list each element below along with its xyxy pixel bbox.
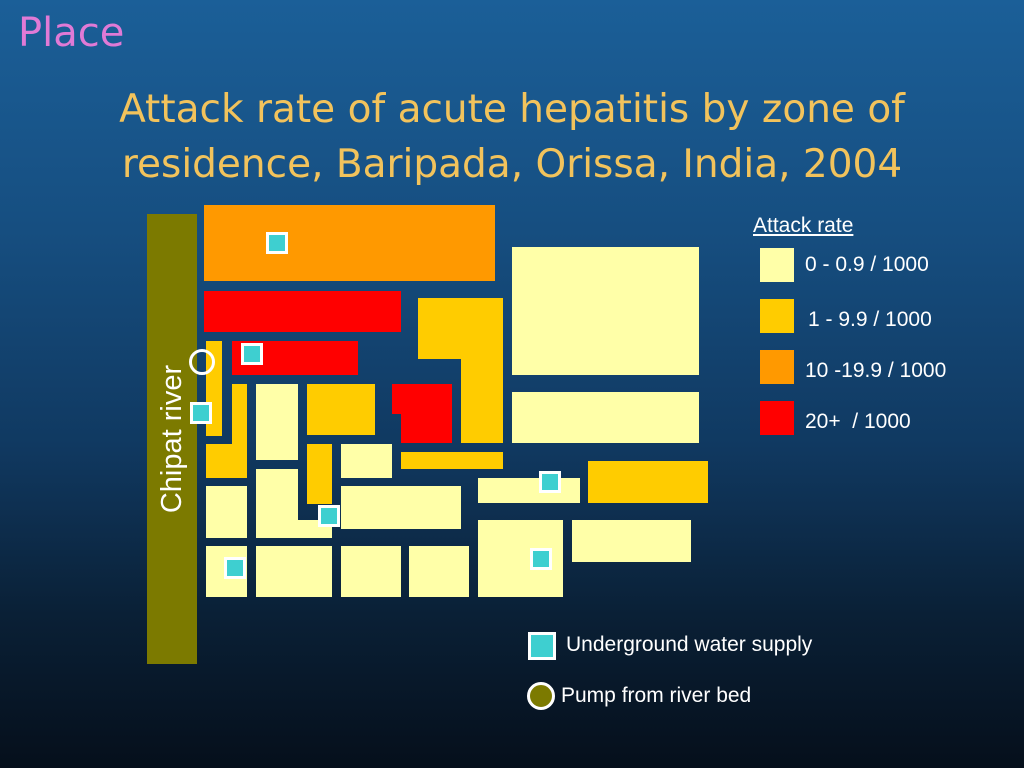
zone-block (341, 444, 392, 478)
legend-underground-water-icon (528, 632, 556, 660)
zone-block (572, 520, 691, 562)
slide-title-line-1: Attack rate of acute hepatitis by zone o… (119, 87, 905, 132)
underground-water-supply-marker (266, 232, 288, 254)
legend-swatch-10-19.9 (760, 350, 794, 384)
zone-block (204, 205, 495, 281)
zone-block (409, 546, 469, 597)
legend-pump-icon (527, 682, 555, 710)
underground-water-supply-marker (241, 343, 263, 365)
legend-label-1-9.9: 1 - 9.9 / 1000 (808, 308, 932, 331)
legend-swatch-20-plus (760, 401, 794, 435)
zone-block (418, 298, 503, 359)
section-title: Place (18, 10, 125, 56)
zone-block (512, 247, 699, 375)
underground-water-supply-marker (539, 471, 561, 493)
zone-block (461, 359, 503, 443)
legend-underground-water-label: Underground water supply (566, 633, 813, 656)
slide-title: Attack rate of acute hepatitis by zone o… (40, 82, 984, 192)
legend-title: Attack rate (753, 214, 854, 237)
zone-block (206, 486, 247, 538)
legend-pump-label: Pump from river bed (561, 684, 752, 707)
zone-block (588, 461, 708, 503)
legend-label-10-19.9: 10 -19.9 / 1000 (805, 359, 947, 382)
zone-block (341, 486, 461, 529)
legend-label-0-0.9: 0 - 0.9 / 1000 (805, 253, 929, 276)
zone-block (204, 291, 401, 332)
underground-water-supply-marker (530, 548, 552, 570)
zone-block (307, 384, 375, 435)
zone-block (478, 478, 580, 503)
slide-title-line-2: residence, Baripada, Orissa, India, 2004 (121, 142, 903, 187)
chipat-river (147, 214, 197, 664)
underground-water-supply-marker (224, 557, 246, 579)
legend-swatch-0-0.9 (760, 248, 794, 282)
legend-label-20-plus: 20+ / 1000 (805, 410, 911, 433)
zone-block (392, 384, 452, 414)
zone-block (341, 546, 401, 597)
underground-water-supply-marker (190, 402, 212, 424)
zone-block (512, 392, 699, 443)
underground-water-supply-marker (318, 505, 340, 527)
river-label: Chipat river (156, 364, 188, 514)
legend-swatch-1-9.9 (760, 299, 794, 333)
zone-block (256, 546, 332, 597)
zone-block (256, 469, 298, 538)
zone-block (256, 384, 298, 460)
river-pump-marker (189, 349, 215, 375)
zone-block (206, 444, 247, 478)
zone-block (307, 444, 332, 504)
zone-block (401, 452, 503, 469)
zone-block (401, 414, 452, 443)
